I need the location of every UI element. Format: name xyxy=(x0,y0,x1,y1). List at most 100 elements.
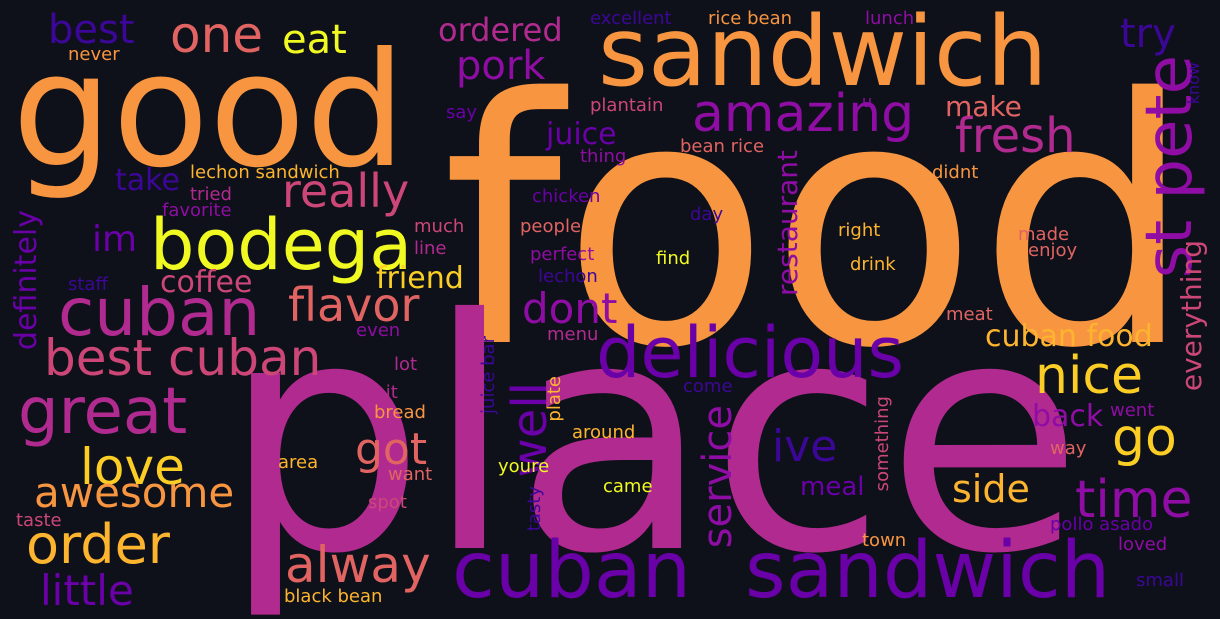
word-one: one xyxy=(170,6,264,64)
word-know: know xyxy=(1184,62,1203,105)
word-bodega: bodega xyxy=(150,204,413,286)
word-cuban-bottom: cuban xyxy=(452,526,692,616)
word-plate: plate xyxy=(544,376,565,422)
word-sandwich-top: sandwich xyxy=(598,0,1048,108)
word-friend: friend xyxy=(376,261,464,296)
word-loved: loved xyxy=(1118,534,1168,555)
word-cuban-food: cuban food xyxy=(985,319,1153,354)
word-enjoy: enjoy xyxy=(1028,240,1078,261)
word-best: best xyxy=(48,7,135,53)
word-find: find xyxy=(656,248,691,269)
word-great: great xyxy=(18,375,188,449)
word-pollo-asado: pollo asado xyxy=(1050,514,1154,535)
word-youre: youre xyxy=(498,456,550,477)
word-came: came xyxy=(603,476,653,497)
word-time: time xyxy=(1075,470,1193,530)
word-make: make xyxy=(945,90,1022,123)
word-never: never xyxy=(68,44,120,65)
word-tasty: tasty xyxy=(524,486,545,532)
word-small: small xyxy=(1136,570,1184,591)
word-take: take xyxy=(115,163,180,198)
word-cuban: cuban xyxy=(58,274,261,351)
word-people: people xyxy=(520,216,582,237)
word-good: good xyxy=(12,19,406,203)
word-place: place xyxy=(222,252,1083,619)
word-still: still xyxy=(338,526,370,547)
word-lechon-sandwich: lechon sandwich xyxy=(190,162,340,183)
word-thing: thing xyxy=(580,146,627,167)
word-ive: ive xyxy=(772,421,838,472)
word-restaurant: restaurant xyxy=(771,150,804,296)
word-excellent: excellent xyxy=(590,8,672,29)
word-plantain: plantain xyxy=(590,95,664,116)
word-awesome: awesome xyxy=(34,468,235,517)
word-want: want xyxy=(388,464,433,485)
word-meal: meal xyxy=(800,472,865,502)
word-delicious: delicious xyxy=(596,312,904,394)
word-around: around xyxy=(572,422,636,443)
word-taste: taste xyxy=(16,510,62,531)
word-rice-bean: rice bean xyxy=(708,8,793,29)
word-went: went xyxy=(1110,400,1155,421)
word-drink: drink xyxy=(850,254,896,275)
word-lunch: lunch xyxy=(865,8,915,29)
word-tried: tried xyxy=(190,184,232,205)
word-side: side xyxy=(952,467,1030,511)
word-made: made xyxy=(1018,224,1070,245)
word-favorite: favorite xyxy=(162,200,232,221)
word-black-bean: black bean xyxy=(284,586,383,607)
word-meat: meat xyxy=(946,304,993,325)
word-order: order xyxy=(26,513,170,576)
word-staff: staff xyxy=(68,274,108,295)
word-service: service xyxy=(695,405,741,549)
word-line: line xyxy=(414,238,447,259)
word-bean-rice: bean rice xyxy=(680,136,765,157)
word-food: food xyxy=(442,27,1194,423)
word-fresh: fresh xyxy=(955,108,1076,164)
word-little: little xyxy=(40,566,134,615)
word-everything: everything xyxy=(1175,240,1208,392)
word-ordered: ordered xyxy=(438,11,563,49)
word-eat: eat xyxy=(282,17,347,63)
word-way: way xyxy=(1050,438,1087,459)
word-perfect: perfect xyxy=(530,244,595,265)
word-juice-bar: juice bar xyxy=(478,336,499,414)
word-really: really xyxy=(282,164,410,218)
word-alway: alway xyxy=(285,536,431,594)
word-area: area xyxy=(278,452,319,473)
word-right: right xyxy=(838,220,881,241)
word-pork: pork xyxy=(456,43,546,89)
word-chicken: chicken xyxy=(532,186,601,207)
word-love: love xyxy=(80,438,185,496)
word-definitely: definitely xyxy=(9,210,44,351)
word-dont: dont xyxy=(522,284,618,333)
word-sandwich-bottom: sandwich xyxy=(745,526,1111,616)
word-lot: lot xyxy=(394,354,418,375)
word-juice: juice xyxy=(546,117,617,152)
word-didnt: didnt xyxy=(932,162,979,183)
word-even: even xyxy=(356,320,401,341)
word-best-cuban: best cuban xyxy=(44,329,322,387)
word-flavor: flavor xyxy=(288,278,420,332)
word-back: back xyxy=(1032,399,1104,434)
word-say: say xyxy=(446,102,478,123)
word-spot: spot xyxy=(368,492,407,513)
word-bread: bread xyxy=(374,402,426,423)
word-lechon: lechon xyxy=(538,266,598,287)
word-town: town xyxy=(862,530,907,551)
word-much: much xyxy=(414,216,465,237)
word-something: something xyxy=(872,396,893,492)
word-amazing: amazing xyxy=(692,84,915,144)
word-wait: wait xyxy=(360,382,398,403)
word-u: u xyxy=(862,92,873,111)
word-try: try xyxy=(1120,11,1176,57)
word-nice: nice xyxy=(1035,346,1143,406)
word-im: im xyxy=(92,219,138,260)
word-menu: menu xyxy=(547,324,599,345)
word-got: got xyxy=(355,424,428,475)
word-go: go xyxy=(1112,408,1177,468)
word-coffee: coffee xyxy=(160,265,253,300)
word-day: day xyxy=(690,204,724,225)
word-come: come xyxy=(683,376,733,397)
